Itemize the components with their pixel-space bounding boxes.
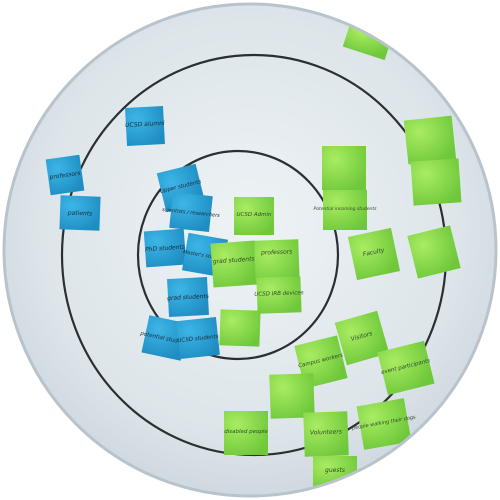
green-note-people-walking-dogs: people walking their dogs	[351, 398, 417, 450]
green-note-right-1	[403, 115, 457, 165]
green-note-disabled-people: disabled people	[224, 411, 268, 455]
inner-ring	[136, 149, 340, 361]
blue-note-grad-students: grad students	[167, 276, 209, 318]
green-note-ucsd-admin: UCSD Admin	[234, 197, 274, 235]
green-note-faculty: Faculty	[347, 227, 401, 281]
green-note-grad-students: grad students	[210, 240, 258, 288]
svg-text:professors: professors	[48, 170, 81, 181]
svg-text:UCSD students: UCSD students	[177, 334, 219, 344]
green-note-lower-center	[219, 309, 261, 347]
blue-note-phd-students: PhD students	[143, 228, 187, 268]
svg-text:UCSD IRB devices: UCSD IRB devices	[254, 290, 304, 298]
svg-text:Volunteers: Volunteers	[310, 428, 342, 436]
green-note-small-mid	[269, 373, 315, 419]
blue-note-professors: professors	[45, 154, 85, 196]
svg-text:grad students: grad students	[167, 293, 209, 302]
svg-text:patients: patients	[67, 210, 93, 218]
green-note-visitors: Visitors	[334, 310, 390, 366]
green-note-potential-incoming: Potential incoming students	[314, 190, 378, 230]
green-note-tall-top	[322, 146, 366, 190]
green-note-guests: guests	[313, 456, 357, 488]
svg-text:professors: professors	[260, 248, 292, 256]
blue-note-scientists: scientists / researchers	[162, 192, 220, 232]
green-note-right-2	[410, 158, 462, 206]
green-note-right-3	[407, 225, 461, 279]
blue-note-ucsd-alumni: UCSD alumni	[125, 106, 165, 146]
svg-text:guests: guests	[325, 467, 345, 474]
svg-text:grad students: grad students	[213, 256, 255, 266]
svg-text:Potential incoming students: Potential incoming students	[314, 206, 378, 212]
svg-text:disabled people: disabled people	[224, 429, 268, 435]
svg-text:PhD students: PhD students	[145, 244, 185, 254]
svg-text:UCSD alumni: UCSD alumni	[125, 120, 165, 129]
green-note-volunteers: Volunteers	[303, 411, 349, 457]
blue-note-patients: patients	[59, 195, 101, 231]
blue-note-ucsd-students: UCSD students	[176, 317, 220, 359]
green-note-ucsd-irb-devices: UCSD IRB devices	[254, 276, 304, 314]
green-note-event-participants: event participants	[377, 340, 435, 396]
svg-text:Faculty: Faculty	[362, 247, 385, 258]
svg-text:UCSD Admin: UCSD Admin	[236, 212, 272, 218]
green-note-professors: professors	[254, 239, 300, 285]
